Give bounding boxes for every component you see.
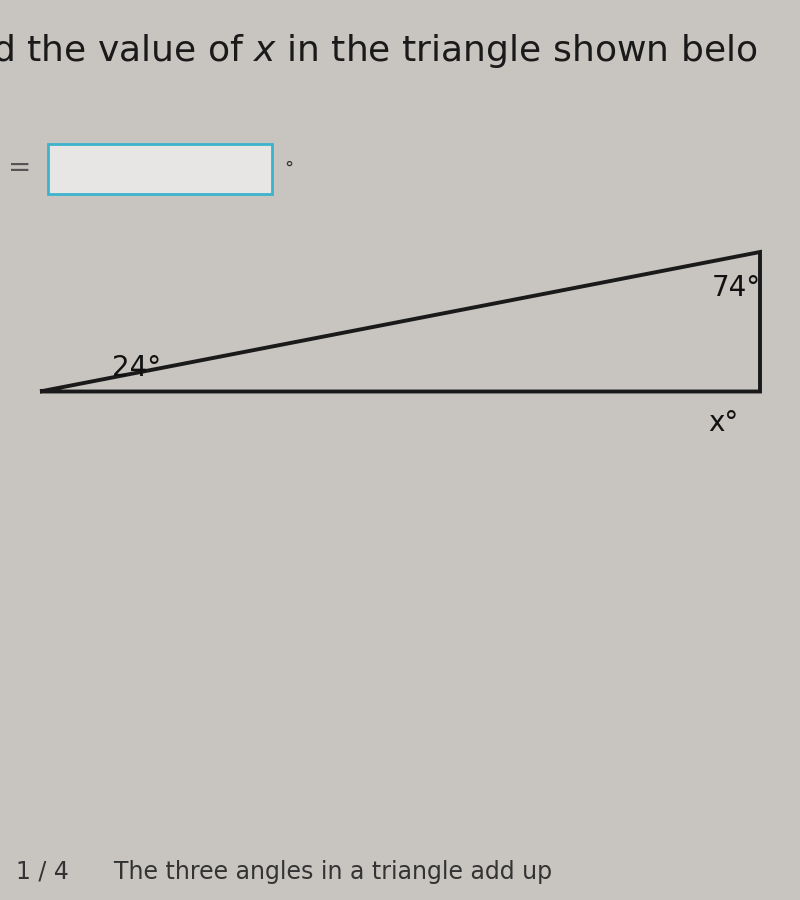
Text: 74°: 74° (712, 274, 761, 302)
Text: 1 / 4      The three angles in a triangle add up: 1 / 4 The three angles in a triangle add… (16, 860, 552, 884)
Text: =: = (8, 154, 31, 183)
Text: x°: x° (708, 410, 738, 437)
Text: d the value of $x$ in the triangle shown belo: d the value of $x$ in the triangle shown… (0, 32, 758, 69)
FancyBboxPatch shape (48, 144, 272, 194)
Text: 24°: 24° (112, 355, 161, 382)
Text: °: ° (284, 159, 293, 177)
